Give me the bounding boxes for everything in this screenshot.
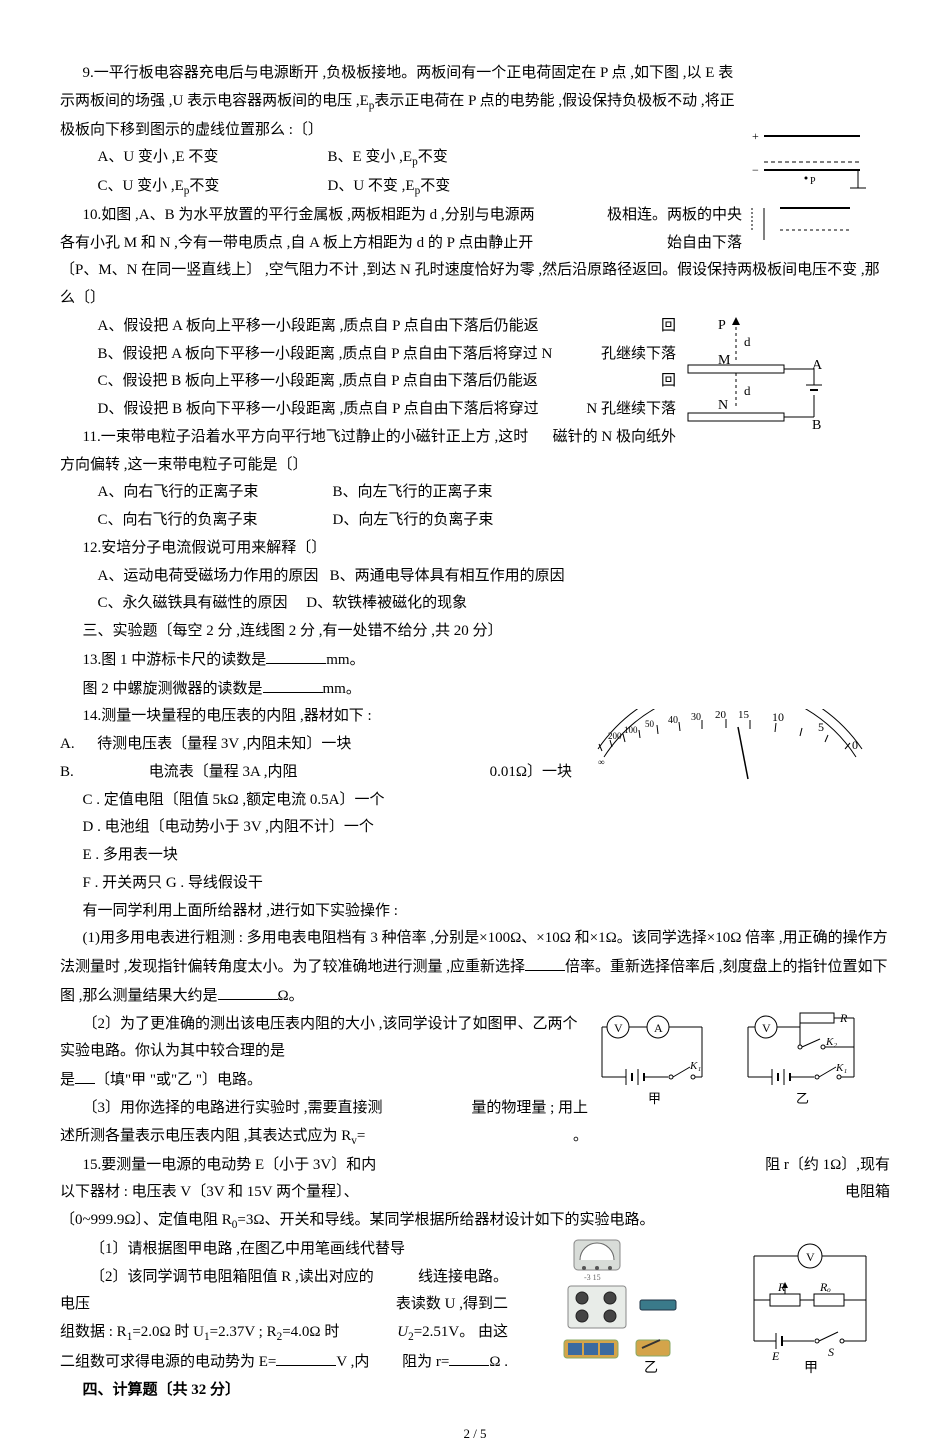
- svg-text:N: N: [718, 398, 728, 413]
- svg-text:100: 100: [624, 725, 638, 735]
- svg-text:E: E: [771, 1349, 780, 1363]
- svg-text:40: 40: [668, 715, 678, 726]
- svg-text:K₂: K₂: [825, 1036, 837, 1048]
- section-3-heading: 三、实验题〔每空 2 分 ,连线图 2 分 ,有一处错不给分 ,共 20 分〕: [60, 618, 890, 646]
- svg-text:乙: 乙: [644, 1360, 658, 1376]
- svg-text:B: B: [812, 418, 821, 433]
- q15-l1: 15.要测量一电源的电动势 E〔小于 3V〕和内阻 r〔约 1Ω〕,现有: [60, 1152, 890, 1180]
- q12-ab: A、运动电荷受磁场力作用的原因 B、两通电导体具有相互作用的原因: [60, 563, 890, 591]
- svg-text:d: d: [744, 383, 751, 398]
- q11-ab: A、向右飞行的正离子束B、向左飞行的正离子束: [60, 479, 890, 507]
- q14-e: E . 多用表一块: [60, 842, 890, 870]
- q14-f: F . 开关两只 G . 导线假设干: [60, 870, 890, 898]
- svg-text:甲: 甲: [648, 1091, 661, 1106]
- q10-l3: 〔P、M、N 在同一竖直线上〕 ,空气阻力不计 ,到达 N 孔时速度恰好为零 ,…: [60, 257, 890, 313]
- svg-text:-3 15: -3 15: [584, 1273, 601, 1282]
- svg-text:V: V: [614, 1021, 623, 1035]
- svg-text:d: d: [744, 334, 751, 349]
- svg-text:+: +: [752, 130, 759, 143]
- q12-cd: C、永久磁铁具有磁性的原因 D、软铁棒被磁化的现象: [60, 590, 890, 618]
- fig-q15-yi: -3 15 乙: [516, 1236, 686, 1376]
- svg-text:P: P: [810, 176, 816, 187]
- svg-text:K₁: K₁: [835, 1062, 847, 1074]
- fig-meter-dial: ∞ 200 100 50 40 30 20 15 10 5 0: [580, 709, 880, 789]
- q13-l1: 13.图 1 中游标卡尺的读数是mm。: [60, 646, 890, 675]
- q13-l2: 图 2 中螺旋测微器的读数是mm。: [60, 675, 890, 704]
- svg-text:S: S: [828, 1345, 834, 1359]
- fig-capacitor: + − P: [750, 130, 870, 190]
- svg-text:50: 50: [645, 719, 655, 729]
- svg-text:10: 10: [772, 710, 784, 724]
- svg-text:Rₒ: Rₒ: [819, 1280, 831, 1294]
- svg-text:200: 200: [608, 731, 622, 741]
- svg-text:P: P: [718, 318, 726, 333]
- svg-text:0: 0: [852, 738, 858, 752]
- svg-text:A: A: [654, 1021, 663, 1035]
- q9-options-ab: A、U 变小 ,E 不变 B、E 变小 ,Ep不变: [60, 144, 742, 173]
- q15-l2: 以下器材 : 电压表 V〔3V 和 15V 两个量程〕、电阻箱: [60, 1179, 890, 1207]
- fig-plates: P M d A d N B: [684, 313, 884, 443]
- q12-stem: 12.安培分子电流假说可用来解释〔〕: [60, 535, 890, 563]
- q9-options-cd: C、U 变小 ,Ep不变 D、U 不变 ,Ep不变: [60, 173, 742, 202]
- fig-cap-small: [750, 202, 860, 242]
- svg-text:5: 5: [818, 720, 824, 734]
- q14-p0: 有一同学利用上面所给器材 ,进行如下实验操作 :: [60, 898, 890, 926]
- svg-text:V: V: [762, 1021, 771, 1035]
- svg-text:20: 20: [715, 709, 727, 721]
- q15-l3: 〔0~999.9Ω〕、定值电阻 R0=3Ω、开关和导线。某同学根据所给器材设计如…: [60, 1207, 890, 1236]
- svg-text:甲: 甲: [804, 1361, 818, 1376]
- q14-p1: (1)用多用电表进行粗测 : 多用电表电阻档有 3 种倍率 ,分别是×100Ω、…: [60, 925, 890, 1010]
- fig-circuits-jia-yi: V A K₁ 甲 V R K₂: [596, 1011, 886, 1131]
- section-4-heading: 四、计算题〔共 32 分〕: [60, 1377, 890, 1405]
- svg-text:15: 15: [738, 709, 750, 721]
- page-number: 2 / 5: [60, 1422, 890, 1446]
- svg-text:−: −: [752, 163, 759, 177]
- fig-q15-jia: V R Rₒ E S 甲: [730, 1236, 890, 1376]
- q14-d: D . 电池组〔电动势小于 3V ,内阻不计〕一个: [60, 814, 890, 842]
- q11-cd: C、向右飞行的负离子束D、向左飞行的负离子束: [60, 507, 890, 535]
- svg-text:K₁: K₁: [689, 1060, 701, 1072]
- svg-text:∞: ∞: [598, 757, 604, 767]
- svg-text:V: V: [806, 1250, 815, 1264]
- svg-text:30: 30: [691, 712, 701, 723]
- q11-stem2: 方向偏转 ,这一束带电粒子可能是〔〕: [60, 452, 890, 480]
- svg-text:乙: 乙: [796, 1091, 809, 1106]
- svg-text:M: M: [718, 353, 731, 368]
- q14-c: C . 定值电阻〔阻值 5kΩ ,额定电流 0.5A〕一个: [60, 787, 890, 815]
